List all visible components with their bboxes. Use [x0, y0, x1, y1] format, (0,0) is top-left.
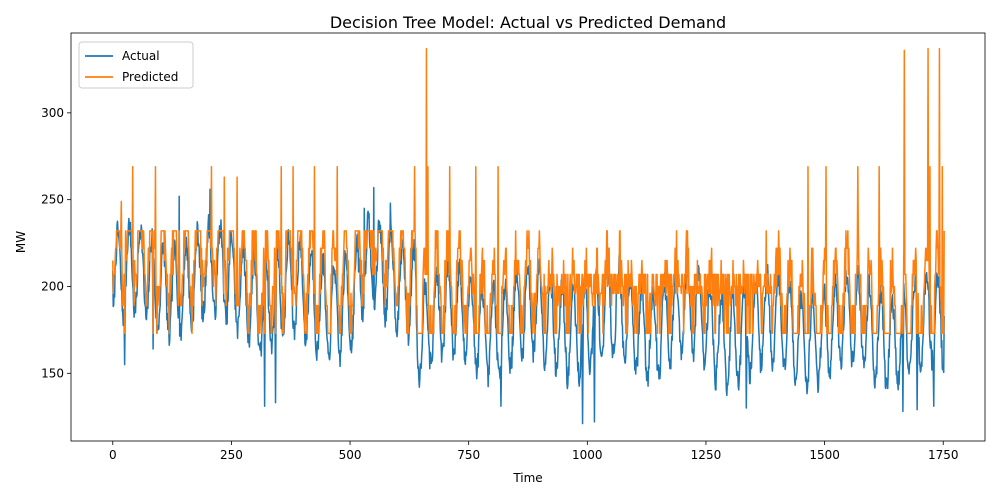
legend-label-actual: Actual: [122, 49, 160, 63]
x-tick-label: 750: [457, 448, 480, 462]
y-axis-title: MW: [14, 231, 28, 253]
x-tick-label: 1500: [809, 448, 840, 462]
x-tick-label: 1000: [572, 448, 603, 462]
y-tick-label: 200: [41, 279, 64, 293]
y-tick-label: 150: [41, 366, 64, 380]
y-tick-label: 250: [41, 193, 64, 207]
y-axis: 150 200 250 300: [41, 106, 71, 380]
x-axis-title: Time: [512, 471, 542, 485]
chart-title: Decision Tree Model: Actual vs Predicted…: [330, 13, 726, 32]
y-tick-label: 300: [41, 106, 64, 120]
x-tick-label: 0: [109, 448, 117, 462]
x-tick-label: 500: [339, 448, 362, 462]
x-tick-label: 1750: [928, 448, 959, 462]
legend: Actual Predicted: [78, 41, 194, 89]
plot-area: [70, 32, 986, 442]
series-predicted-line: [112, 47, 945, 335]
x-tick-label: 1250: [691, 448, 722, 462]
plot-frame: [70, 32, 986, 442]
x-tick-label: 250: [220, 448, 243, 462]
legend-label-predicted: Predicted: [122, 70, 178, 84]
x-axis: 0 250 500 750 1000 1250 1500 1750: [109, 441, 959, 462]
